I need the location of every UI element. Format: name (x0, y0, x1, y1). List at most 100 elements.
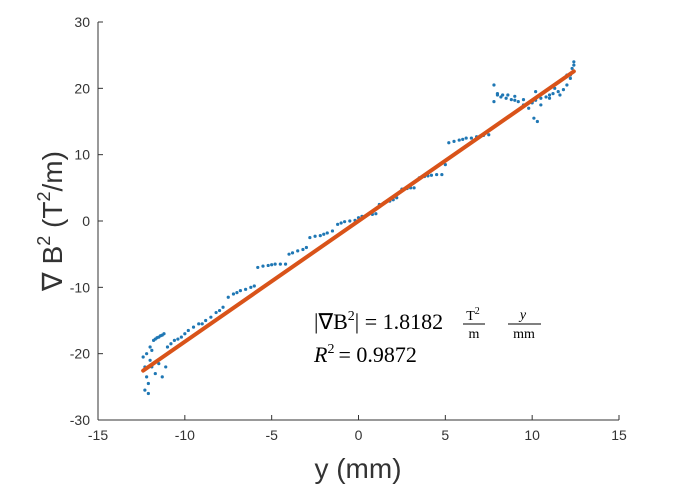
data-point (261, 264, 265, 268)
data-point (290, 251, 295, 255)
data-point (322, 232, 326, 236)
data-point (570, 66, 574, 71)
data-point (506, 93, 510, 97)
data-point (556, 90, 560, 94)
data-point (308, 235, 312, 240)
data-point (176, 337, 180, 341)
data-point (256, 265, 260, 270)
data-point (318, 233, 322, 238)
data-point (457, 138, 461, 142)
data-point (374, 212, 378, 216)
data-point (296, 249, 300, 253)
data-point (535, 119, 539, 124)
data-point (141, 355, 145, 359)
data-point (547, 96, 552, 100)
data-point (469, 136, 473, 140)
data-point (204, 318, 208, 323)
y-tick-label: 0 (82, 213, 90, 229)
data-point (527, 106, 531, 110)
data-point (313, 234, 317, 238)
data-point (197, 322, 201, 326)
data-point (492, 83, 496, 87)
data-point (539, 103, 543, 107)
data-point (330, 229, 335, 233)
x-tick-label: -5 (265, 427, 278, 443)
data-point (339, 221, 343, 225)
svg-text:mm: mm (513, 327, 535, 342)
y-tick-label: -30 (70, 412, 90, 428)
data-point (336, 222, 340, 226)
data-point (160, 375, 164, 379)
fit-line-group (141, 69, 576, 373)
x-tick-label: 5 (441, 427, 449, 443)
data-point (217, 308, 222, 313)
data-point (143, 388, 147, 392)
x-tick-label: -15 (88, 427, 108, 443)
data-point (162, 332, 166, 336)
data-point (551, 92, 555, 96)
data-point (235, 291, 239, 295)
data-point (165, 345, 170, 349)
data-point (513, 94, 517, 98)
y-ticks: -30 -20 -10 0 10 20 30 (70, 14, 103, 428)
data-point (221, 305, 225, 309)
data-point (278, 262, 282, 266)
data-point (443, 163, 447, 167)
data-point (270, 263, 274, 267)
x-ticks: -15 -10 -5 0 5 10 15 (88, 415, 627, 443)
data-point (501, 93, 505, 97)
data-point (521, 98, 526, 102)
data-point (146, 381, 150, 386)
data-point (348, 219, 352, 223)
y-tick-label: -10 (70, 279, 90, 295)
data-point (534, 90, 538, 94)
data-point (504, 96, 508, 100)
data-point (150, 348, 154, 352)
data-point (509, 98, 513, 102)
data-point (209, 315, 213, 319)
svg-text:m: m (469, 327, 480, 342)
data-point (153, 371, 157, 376)
data-point (325, 231, 329, 235)
svg-text:y: y (518, 308, 527, 323)
y-tick-label: -20 (70, 346, 90, 362)
data-point (304, 245, 308, 250)
data-point (148, 358, 152, 362)
data-point (495, 92, 500, 96)
data-point (148, 345, 152, 349)
data-point (164, 365, 168, 369)
data-point (452, 139, 456, 143)
data-point (461, 137, 465, 142)
y-tick-label: 10 (74, 147, 90, 163)
svg-text:R2= 0.9872: R2 = 0.9872 (313, 342, 417, 367)
data-point (179, 335, 183, 339)
data-point (435, 172, 439, 177)
data-point (440, 172, 444, 177)
data-point (226, 295, 230, 299)
data-point (146, 391, 150, 396)
data-point (547, 93, 552, 97)
data-point (558, 93, 562, 97)
data-point (516, 100, 520, 104)
data-point (464, 136, 468, 140)
data-point (273, 262, 277, 266)
data-point (283, 262, 288, 266)
data-point (252, 284, 256, 288)
data-point (544, 95, 548, 99)
data-point (231, 292, 236, 296)
data-point (244, 287, 248, 291)
svg-text:T2: T2 (466, 306, 480, 324)
svg-text:∇ B2 (T2/m): ∇ B2 (T2/m) (34, 151, 68, 292)
data-point (572, 63, 576, 67)
data-point (249, 285, 253, 289)
data-point (561, 88, 566, 92)
data-point (572, 60, 576, 64)
x-tick-label: 10 (524, 427, 540, 443)
data-point (429, 173, 434, 177)
y-axis-title: ∇ B2 (T2/m) (34, 151, 68, 292)
fit-line (141, 69, 576, 373)
data-point (301, 247, 305, 252)
data-point (183, 332, 187, 336)
data-point (172, 338, 177, 342)
